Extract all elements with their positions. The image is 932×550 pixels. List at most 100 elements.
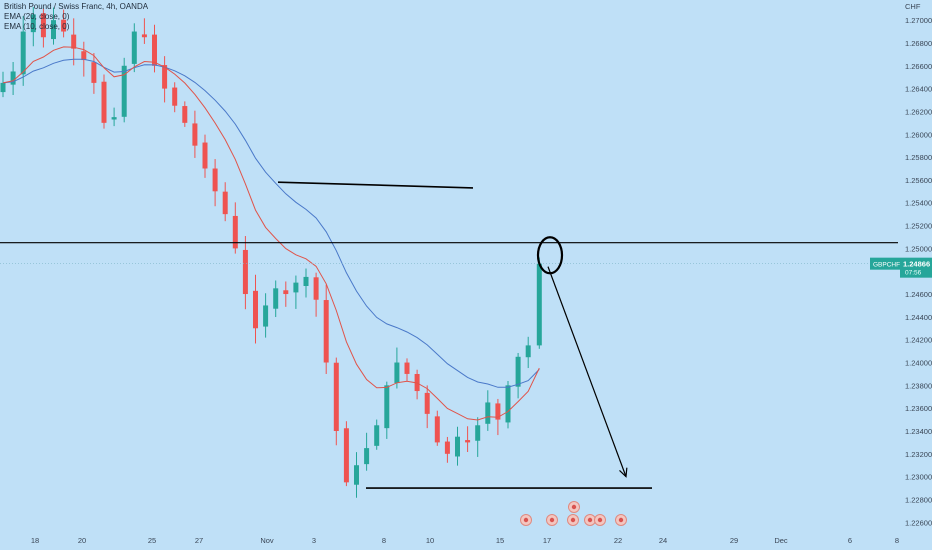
candle-body (202, 142, 208, 169)
candle-body (465, 440, 471, 443)
legend-ema10: EMA (10, close, 0) (4, 22, 70, 31)
price-tick-label: 1.22600 (905, 518, 932, 527)
price-tick-label: 1.25000 (905, 244, 932, 253)
event-icon-dot (597, 517, 603, 523)
candle-body (162, 65, 168, 89)
symbol-tag (870, 257, 900, 270)
price-tick-label: 1.22800 (905, 495, 932, 504)
candle-body (61, 19, 67, 32)
candle-body (263, 305, 269, 327)
candle-body (273, 288, 279, 309)
candle-body (232, 215, 238, 249)
time-tick-label: 8 (382, 536, 386, 545)
candle-body (323, 300, 329, 363)
candle-body (40, 13, 46, 38)
candle-body (505, 385, 511, 423)
price-tick-label: 1.25600 (905, 176, 932, 185)
candle-body (404, 362, 410, 374)
price-tick-label: 1.24600 (905, 290, 932, 299)
time-tick-label: 29 (730, 536, 738, 545)
candle-body (182, 106, 188, 123)
candle-body (394, 362, 400, 384)
candle-body (121, 65, 127, 117)
projection-arrow[interactable] (547, 266, 627, 477)
event-icon-dot (618, 517, 624, 523)
legend-title: British Pound / Swiss Franc, 4h, OANDA (4, 2, 149, 11)
candle-body (303, 276, 309, 286)
time-tick-label: Nov (260, 536, 274, 545)
candle-body (364, 448, 370, 465)
candle-body (343, 428, 349, 483)
ema20-line (2, 58, 540, 388)
countdown-text: 07:56 (905, 270, 922, 277)
time-tick-label: 15 (496, 536, 504, 545)
candle-body (242, 249, 248, 295)
candle-body (81, 51, 87, 61)
time-tick-label: 17 (543, 536, 551, 545)
time-tick-label: Dec (774, 536, 788, 545)
price-tick-label: 1.23400 (905, 427, 932, 436)
candle-body (495, 403, 501, 420)
time-tick-label: 8 (895, 536, 899, 545)
chart-legend: British Pound / Swiss Franc, 4h, OANDA E… (4, 2, 148, 32)
candle-body (313, 277, 319, 300)
candle-body (0, 82, 6, 93)
currency-label: CHF (905, 2, 921, 11)
resistance-trendline[interactable] (277, 181, 474, 189)
price-tick-label: 1.25400 (905, 199, 932, 208)
candle-body (293, 282, 299, 293)
candle-body (172, 87, 178, 106)
candle-body (192, 123, 198, 146)
event-icon-dot (587, 517, 593, 523)
candle-body (485, 402, 491, 424)
candle-body (101, 81, 107, 123)
time-tick-label: 6 (848, 536, 852, 545)
price-tick-label: 1.23800 (905, 381, 932, 390)
candle-body (212, 168, 218, 192)
candle-body (515, 356, 521, 387)
price-tick-label: 1.26200 (905, 107, 932, 116)
candle-body (131, 31, 137, 64)
candle-body (374, 425, 380, 446)
candle-body (475, 425, 481, 441)
price-tick-label: 1.26800 (905, 39, 932, 48)
event-icon-dot (549, 517, 555, 523)
price-tick-label: 1.23200 (905, 450, 932, 459)
price-tick-label: 1.24000 (905, 359, 932, 368)
candle-body (71, 34, 77, 49)
price-tick-label: 1.25800 (905, 153, 932, 162)
time-tick-label: 10 (426, 536, 434, 545)
price-tick-label: 1.26600 (905, 62, 932, 71)
candle-body (253, 290, 258, 329)
candle-body (91, 62, 97, 83)
price-tick-label: 1.26400 (905, 85, 932, 94)
candle-body (536, 263, 542, 346)
event-icon-dot (571, 504, 577, 510)
price-tick-label: 1.25200 (905, 222, 932, 231)
candle-body (111, 117, 117, 120)
event-icon-dot (570, 517, 576, 523)
candle-body (283, 290, 289, 295)
time-tick-label: 25 (148, 536, 156, 545)
price-tag (900, 257, 932, 278)
time-tick-label: 3 (312, 536, 316, 545)
candle-body (444, 441, 450, 454)
candle-body (10, 71, 16, 85)
price-tag-text: 1.24866 (903, 260, 930, 269)
candle-body (51, 20, 56, 40)
time-tick-label: 22 (614, 536, 622, 545)
legend-ema20: EMA (20, close, 0) (4, 12, 70, 21)
candle-body (30, 14, 36, 33)
candle-body (424, 392, 430, 414)
price-tick-label: 1.24200 (905, 336, 932, 345)
time-tick-label: 18 (31, 536, 39, 545)
candle-body (434, 416, 440, 443)
candle-body (20, 31, 26, 75)
candle-body (525, 345, 531, 358)
candle-body (455, 436, 460, 457)
price-tick-label: 1.26000 (905, 130, 932, 139)
time-tick-label: 27 (195, 536, 203, 545)
price-tick-label: 1.23600 (905, 404, 932, 413)
